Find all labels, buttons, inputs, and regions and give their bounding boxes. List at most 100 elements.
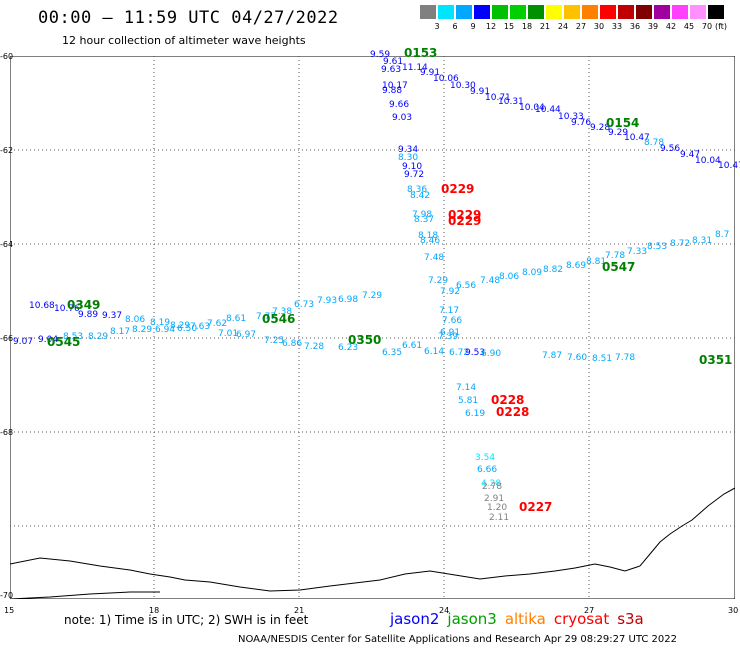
legend-swatch: [456, 5, 472, 19]
legend-label: 27: [575, 22, 587, 31]
latitude-label: -62: [0, 146, 14, 155]
wave-height-value: 8.69: [566, 261, 587, 271]
wave-height-value: 8.29: [88, 332, 109, 342]
wave-height-value: 6.23: [338, 343, 359, 353]
wave-height-value: 7.87: [542, 351, 563, 361]
wave-height-value: 8.53: [647, 242, 668, 252]
wave-height-value: 6.90: [481, 349, 502, 359]
wave-height-value: 8.42: [410, 191, 431, 201]
coastline-ice-edge: [10, 591, 160, 599]
satellite-key: jason2 jason3 altika cryosat s3a: [390, 610, 652, 628]
wave-height-value: 6.61: [402, 341, 423, 351]
map-title: 00:00 – 11:59 UTC 04/27/2022: [38, 8, 339, 28]
legend-swatch: [528, 5, 544, 19]
footer-credit: NOAA/NESDIS Center for Satellite Applica…: [238, 634, 677, 645]
longitude-label: 27: [584, 606, 595, 615]
legend-label: 30: [593, 22, 605, 31]
wave-height-value: 8.78: [644, 138, 665, 148]
wave-height-value: 9.91: [470, 87, 491, 97]
pass-time-label: 0351: [699, 353, 733, 367]
legend-label: 45: [683, 22, 695, 31]
wave-height-value: 8.31: [692, 236, 713, 246]
wave-height-value: 9.88: [382, 86, 403, 96]
wave-height-value: 9.59: [370, 50, 391, 60]
wave-height-value: 10.17: [382, 81, 408, 91]
wave-height-value: 8.29: [132, 325, 153, 335]
wave-height-value: 7.78: [605, 251, 626, 261]
wave-height-value: 7.78: [615, 353, 636, 363]
wave-height-value: 9.37: [102, 311, 123, 321]
longitude-label: 21: [294, 606, 305, 615]
latitude-label: -66: [0, 334, 14, 343]
latitude-label: -68: [0, 428, 14, 437]
legend-swatch: [438, 5, 454, 19]
wave-height-value: 9.28: [590, 123, 611, 133]
pass-time-label: 0153: [404, 46, 438, 60]
legend-swatch: [618, 5, 634, 19]
wave-height-value: 10.04: [695, 156, 721, 166]
legend-swatch: [564, 5, 580, 19]
wave-height-value: 7.48: [480, 276, 501, 286]
pass-time-label: 0547: [602, 260, 636, 274]
map-subtitle: 12 hour collection of altimeter wave hei…: [62, 34, 306, 47]
wave-height-value: 6.14: [424, 347, 445, 357]
wave-height-value: 6.72: [449, 348, 470, 358]
wave-height-value: 9.47: [680, 150, 701, 160]
wave-height-value: 7.77: [256, 312, 277, 322]
wave-height-value: 9.91: [420, 68, 441, 78]
wave-height-value: 6.35: [382, 348, 403, 358]
legend-label: 39: [647, 22, 659, 31]
wave-height-value: 9.04: [38, 335, 59, 345]
wave-height-value: 7.62: [207, 319, 228, 329]
wave-height-value: 7.33: [627, 247, 648, 257]
pass-time-label: 0349: [67, 298, 101, 312]
longitude-label: 18: [149, 606, 160, 615]
wave-height-value: 4.28: [481, 479, 502, 489]
wave-height-value: 10.76: [54, 304, 80, 314]
wave-height-value: 9.63: [381, 65, 402, 75]
wave-height-value: 8.7: [715, 230, 730, 240]
legend-swatch: [672, 5, 688, 19]
wave-height-value: 9.07: [13, 337, 34, 347]
longitude-label: 30: [728, 606, 739, 615]
latitude-label: -60: [0, 52, 14, 61]
wave-height-value: 8.29: [170, 321, 191, 331]
wave-height-value: 8.82: [543, 265, 564, 275]
wave-height-value: 10.30: [450, 81, 476, 91]
legend-swatch: [582, 5, 598, 19]
wave-height-value: 9.34: [398, 145, 419, 155]
satellite-name: altika: [504, 610, 546, 628]
satellite-name: s3a: [617, 610, 644, 628]
wave-height-value: 8.81: [586, 257, 607, 267]
pass-time-label: 0229: [441, 182, 475, 196]
legend-swatch: [690, 5, 706, 19]
longitude-label: 15: [4, 606, 15, 615]
legend-swatch: [420, 5, 436, 19]
latitude-label: -64: [0, 240, 14, 249]
longitude-label: 24: [439, 606, 450, 615]
wave-height-value: 10.04: [519, 103, 545, 113]
wave-height-value: 7.39: [438, 332, 459, 342]
satellite-name: jason2: [390, 610, 440, 628]
wave-height-value: 6.56: [456, 281, 477, 291]
pass-time-label: 0546: [262, 312, 296, 326]
wave-height-value: 7.38: [272, 307, 293, 317]
map-canvas: [10, 56, 735, 599]
wave-height-value: 10.47: [718, 161, 740, 171]
pass-time-label: 0227: [519, 500, 553, 514]
wave-height-value: 2.78: [482, 482, 503, 492]
wave-height-value: 8.72: [670, 239, 691, 249]
wave-height-value: 6.50: [177, 324, 198, 334]
wave-height-value: 7.28: [304, 342, 325, 352]
legend-swatch: [546, 5, 562, 19]
wave-height-value: 7.48: [424, 253, 445, 263]
wave-height-value: 7.29: [428, 276, 449, 286]
legend-label: 3: [434, 22, 440, 31]
wave-height-value: 10.31: [498, 97, 524, 107]
pass-time-label: 0228: [491, 393, 525, 407]
pass-time-label: 0229: [448, 208, 482, 222]
wave-height-value: 10.47: [624, 133, 650, 143]
legend-label: 24: [557, 22, 569, 31]
wave-height-value: 8.61: [226, 314, 247, 324]
legend-swatch: [600, 5, 616, 19]
